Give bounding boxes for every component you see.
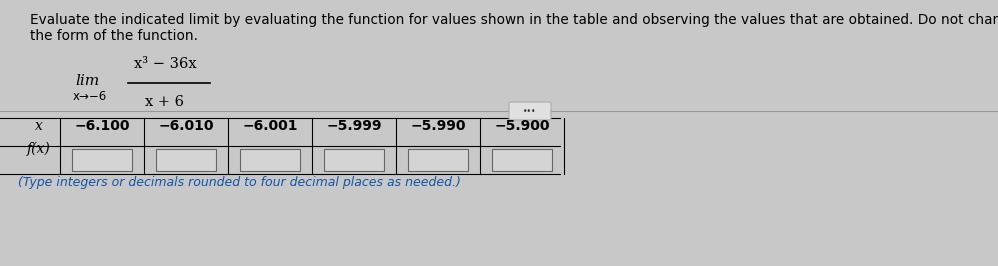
Text: •••: ••• (523, 106, 537, 115)
Bar (492, 149, 552, 171)
Text: the form of the function.: the form of the function. (30, 29, 198, 43)
Text: −6.010: −6.010 (159, 119, 214, 134)
Text: x³ − 36x: x³ − 36x (134, 57, 197, 71)
Text: x→−6: x→−6 (73, 90, 107, 103)
Text: x + 6: x + 6 (146, 95, 185, 109)
Text: −5.900: −5.900 (494, 119, 550, 134)
FancyBboxPatch shape (509, 102, 551, 120)
Text: Evaluate the indicated limit by evaluating the function for values shown in the : Evaluate the indicated limit by evaluati… (30, 13, 998, 27)
Text: (Type integers or decimals rounded to four decimal places as needed.): (Type integers or decimals rounded to fo… (18, 176, 461, 189)
Text: f(x): f(x) (27, 142, 51, 156)
Text: −5.999: −5.999 (326, 119, 382, 134)
Bar (156, 149, 216, 171)
Bar (408, 149, 468, 171)
Text: −6.001: −6.001 (243, 119, 297, 134)
Text: x: x (35, 119, 43, 134)
Text: −6.100: −6.100 (74, 119, 130, 134)
Text: lim: lim (75, 74, 99, 88)
Text: −5.990: −5.990 (410, 119, 466, 134)
Bar (240, 149, 300, 171)
Bar (324, 149, 384, 171)
Bar (72, 149, 132, 171)
